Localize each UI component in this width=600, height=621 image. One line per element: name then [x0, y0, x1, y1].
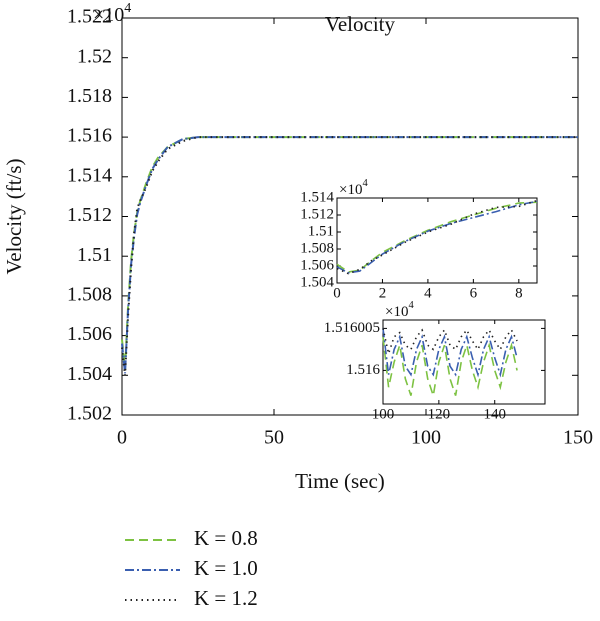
series-line	[336, 201, 538, 273]
x-tick-label: 50	[264, 427, 284, 449]
y-scale-exponent: 4	[124, 1, 131, 16]
x-tick-label: 6	[470, 285, 478, 301]
y-tick-label: 1.51	[308, 223, 334, 239]
y-tick-label: 1.51	[77, 244, 112, 266]
y-axis-label: Velocity (ft/s)	[2, 158, 26, 274]
y-scale-label: ×104	[339, 178, 368, 198]
y-scale-label: ×104	[93, 1, 131, 25]
series-line	[382, 328, 518, 378]
plot-area	[121, 17, 579, 416]
series-line	[382, 328, 518, 357]
y-tick-label: 1.502	[67, 403, 112, 425]
y-tick-label: 1.518	[67, 85, 112, 107]
y-tick-label: 1.508	[67, 283, 112, 305]
series-line	[121, 136, 578, 376]
x-tick-label: 140	[483, 406, 506, 422]
y-tick-label: 1.516005	[324, 320, 380, 336]
x-axis-label: Time (sec)	[295, 469, 385, 493]
y-tick-label: 1.512	[300, 206, 334, 222]
y-tick-label: 1.512	[67, 204, 112, 226]
legend-label: K = 1.2	[194, 586, 258, 610]
legend-label: K = 1.0	[194, 556, 258, 580]
y-tick-label: 1.514	[67, 164, 112, 186]
y-scale-label: ×104	[385, 300, 414, 320]
y-tick-label: 1.514	[300, 189, 334, 205]
series-line	[336, 200, 538, 274]
chart-title: Velocity	[325, 12, 395, 36]
x-tick-label: 0	[333, 285, 341, 301]
y-tick-label: 1.506	[300, 257, 334, 273]
series-line	[121, 136, 578, 374]
y-tick-label: 1.516	[67, 125, 112, 147]
y-scale-base: ×10	[339, 182, 362, 198]
series-line	[382, 336, 518, 396]
x-tick-label: 100	[411, 427, 441, 449]
x-tick-label: 150	[563, 427, 593, 449]
y-tick-label: 1.508	[300, 240, 334, 256]
y-tick-label: 1.52	[77, 45, 112, 67]
legend-label: K = 0.8	[194, 526, 258, 550]
y-tick-label: 1.504	[67, 363, 112, 385]
x-tick-label: 100	[372, 406, 395, 422]
y-tick-label: 1.504	[300, 274, 334, 290]
y-tick-label: 1.516	[346, 362, 380, 378]
y-tick-label: 1.506	[67, 323, 112, 345]
x-tick-label: 120	[428, 406, 451, 422]
x-tick-label: 8	[515, 285, 523, 301]
x-tick-label: 0	[117, 427, 127, 449]
y-tick-label: 1.522	[67, 6, 112, 28]
y-scale-exponent: 4	[362, 178, 368, 189]
x-tick-label: 2	[379, 285, 387, 301]
plot-area	[336, 197, 538, 284]
x-tick-label: 4	[424, 285, 432, 301]
y-scale-base: ×10	[385, 304, 408, 320]
plot-area	[382, 319, 546, 405]
y-scale-base: ×10	[93, 4, 124, 26]
y-scale-exponent: 4	[408, 300, 414, 311]
series-line	[336, 199, 538, 275]
